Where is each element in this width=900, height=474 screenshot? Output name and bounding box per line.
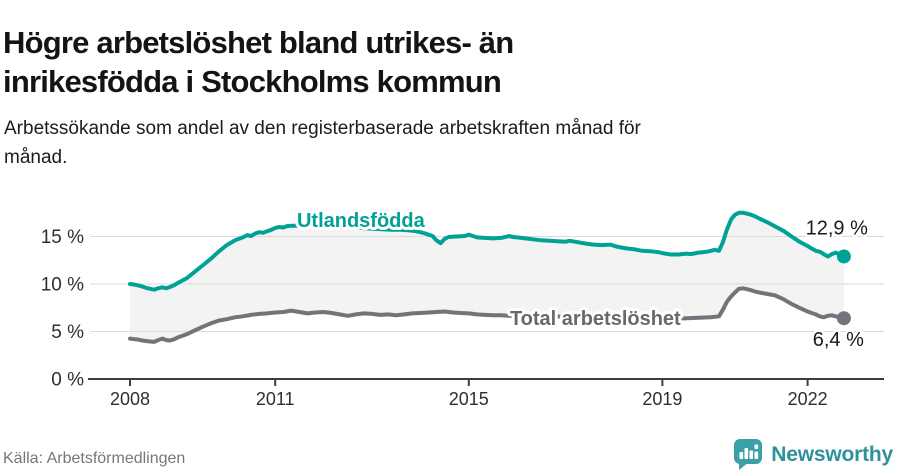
y-axis-label-10: 10 % <box>41 275 84 296</box>
line-chart: 2008 2011 2015 2019 2022 0 % 5 % 10 % 15 % Utland… <box>41 207 884 409</box>
newsworthy-wordmark: Newsworthy <box>771 442 893 466</box>
y-axis-label-0: 0 % <box>51 370 84 391</box>
y-axis-label-5: 5 % <box>51 322 84 343</box>
series-end-dot-utlandsf-dda <box>836 249 851 264</box>
x-axis-label-2015: 2015 <box>449 389 489 409</box>
x-axis-label-2008: 2008 <box>110 389 150 409</box>
series-end-dot-total-arbetsl-shet <box>836 311 851 326</box>
newsworthy-speech-bubble-bar-chart-icon <box>734 439 763 470</box>
series-label-total-arbetsl-shet: Total arbetslöshet <box>510 308 681 330</box>
page-title: Högre arbetslöshet bland utrikes- än inr… <box>3 24 514 99</box>
series-label-utlandsf-dda: Utlandsfödda <box>297 210 426 232</box>
source-note: Källa: Arbetsförmedlingen <box>3 450 186 467</box>
x-axis-label-2011: 2011 <box>256 389 295 409</box>
series-end-value-total-arbetsl-shet: 6,4 % <box>813 329 864 351</box>
series-end-value-utlandsf-dda: 12,9 % <box>806 217 868 239</box>
newsworthy-logo-link[interactable]: Newsworthy <box>733 438 893 471</box>
series-line-total-arbetsl-shet <box>128 286 846 344</box>
between-series-band <box>130 212 844 342</box>
series-line-utlandsf-dda <box>128 210 846 292</box>
x-axis-label-2022: 2022 <box>788 389 828 409</box>
y-axis-label-15: 15 % <box>41 227 84 248</box>
x-axis-label-2019: 2019 <box>642 389 682 409</box>
chart-subtitle: Arbetssökande som andel av den registerb… <box>4 118 641 168</box>
